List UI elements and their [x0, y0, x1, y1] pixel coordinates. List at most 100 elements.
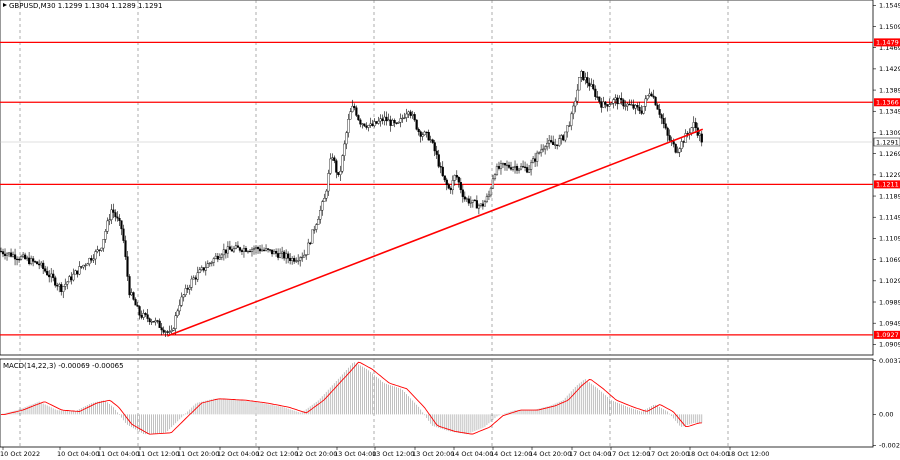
candle-body: [92, 258, 95, 261]
candle-body: [505, 164, 509, 167]
time-tick-label: 13 Oct 12:00: [372, 450, 414, 458]
price-tick-label: 1.0949: [879, 320, 900, 328]
trendline[interactable]: [167, 128, 704, 337]
candle-body: [523, 166, 527, 168]
candle-body: [182, 294, 185, 298]
macd-panel[interactable]: [0, 358, 874, 448]
candle-body: [17, 258, 21, 261]
candle-body: [238, 247, 242, 251]
candle-body: [525, 167, 529, 173]
candle-body: [164, 331, 167, 333]
candle-body: [154, 320, 157, 323]
candle-body: [481, 203, 484, 207]
candle-body: [254, 247, 258, 249]
candle-body: [405, 113, 408, 118]
macd-tick-label: -0.00219: [879, 442, 900, 450]
candle-body: [425, 131, 428, 134]
candle-body: [511, 167, 515, 170]
time-tick-label: 12 Oct 04:00: [217, 450, 259, 458]
candle-body: [68, 276, 71, 283]
candle-body: [542, 148, 545, 151]
level-label: 1.1479: [876, 39, 899, 47]
candle-body: [592, 84, 595, 90]
candle-body: [210, 262, 213, 264]
candle-body: [379, 118, 382, 122]
candle-body: [517, 168, 521, 171]
candle-body: [76, 270, 79, 275]
candle-body: [487, 194, 491, 197]
candle-body: [556, 144, 559, 146]
candle-body: [548, 140, 551, 144]
candle-body: [120, 220, 123, 230]
macd-histogram: [0, 361, 703, 435]
time-tick-label: 17 Oct 04:00: [569, 450, 611, 458]
candle-body: [285, 253, 288, 259]
candle-body: [142, 313, 145, 318]
candle-body: [467, 198, 470, 204]
candle-body: [399, 118, 402, 123]
candles: [0, 69, 703, 337]
candle-body: [299, 257, 302, 261]
candle-body: [100, 247, 103, 251]
candle-body: [427, 132, 430, 141]
candle-body: [658, 109, 661, 115]
candle-body: [170, 330, 173, 332]
candle-body: [102, 239, 105, 249]
time-tick-label: 17 Oct 20:00: [647, 450, 689, 458]
candle-body: [297, 260, 300, 262]
candle-body: [315, 224, 318, 230]
candle-body: [13, 254, 17, 260]
candle-body: [262, 249, 266, 251]
candle-body: [116, 216, 119, 219]
current-price-box: [873, 137, 900, 147]
candle-body: [345, 132, 348, 145]
candle-body: [582, 71, 585, 81]
candle-body: [509, 167, 513, 170]
candle-body: [391, 120, 394, 126]
candle-body: [598, 96, 601, 102]
candle-body: [276, 253, 280, 258]
time-tick-label: 10 Oct 2022: [0, 450, 40, 458]
price-panel[interactable]: [0, 0, 874, 356]
candle-body: [136, 304, 139, 307]
candle-body: [616, 97, 619, 105]
candle-body: [698, 133, 701, 136]
candle-body: [433, 142, 436, 152]
candle-body: [246, 250, 250, 253]
candle-body: [351, 105, 354, 112]
candle-body: [80, 266, 83, 268]
candle-body: [3, 253, 7, 256]
candle-body: [676, 151, 679, 154]
candle-body: [26, 257, 29, 260]
candle-body: [552, 141, 555, 145]
candle-body: [638, 106, 641, 112]
candle-body: [134, 299, 137, 306]
candle-body: [640, 110, 643, 114]
candle-body: [596, 96, 599, 98]
candle-body: [42, 262, 45, 269]
candle-body: [461, 189, 464, 197]
candle-body: [82, 264, 85, 268]
candle-body: [52, 273, 55, 278]
candle-body: [578, 77, 581, 91]
candle-body: [602, 101, 605, 108]
price-tick-label: 1.1429: [879, 65, 900, 73]
candle-body: [453, 175, 456, 181]
candle-body: [389, 119, 392, 126]
candle-body: [668, 135, 671, 141]
candle-body: [58, 284, 61, 287]
price-tick-label: 1.1109: [879, 235, 900, 243]
candle-body: [230, 249, 234, 252]
candle-body: [363, 123, 366, 127]
candle-body: [503, 163, 507, 166]
candle-body: [397, 121, 400, 124]
candle-body: [546, 142, 549, 148]
candle-body: [566, 125, 569, 133]
candle-body: [198, 269, 201, 273]
candle-body: [337, 172, 340, 175]
candle-body: [628, 103, 631, 106]
trendline-segment[interactable]: [167, 128, 704, 337]
candle-body: [588, 82, 591, 87]
